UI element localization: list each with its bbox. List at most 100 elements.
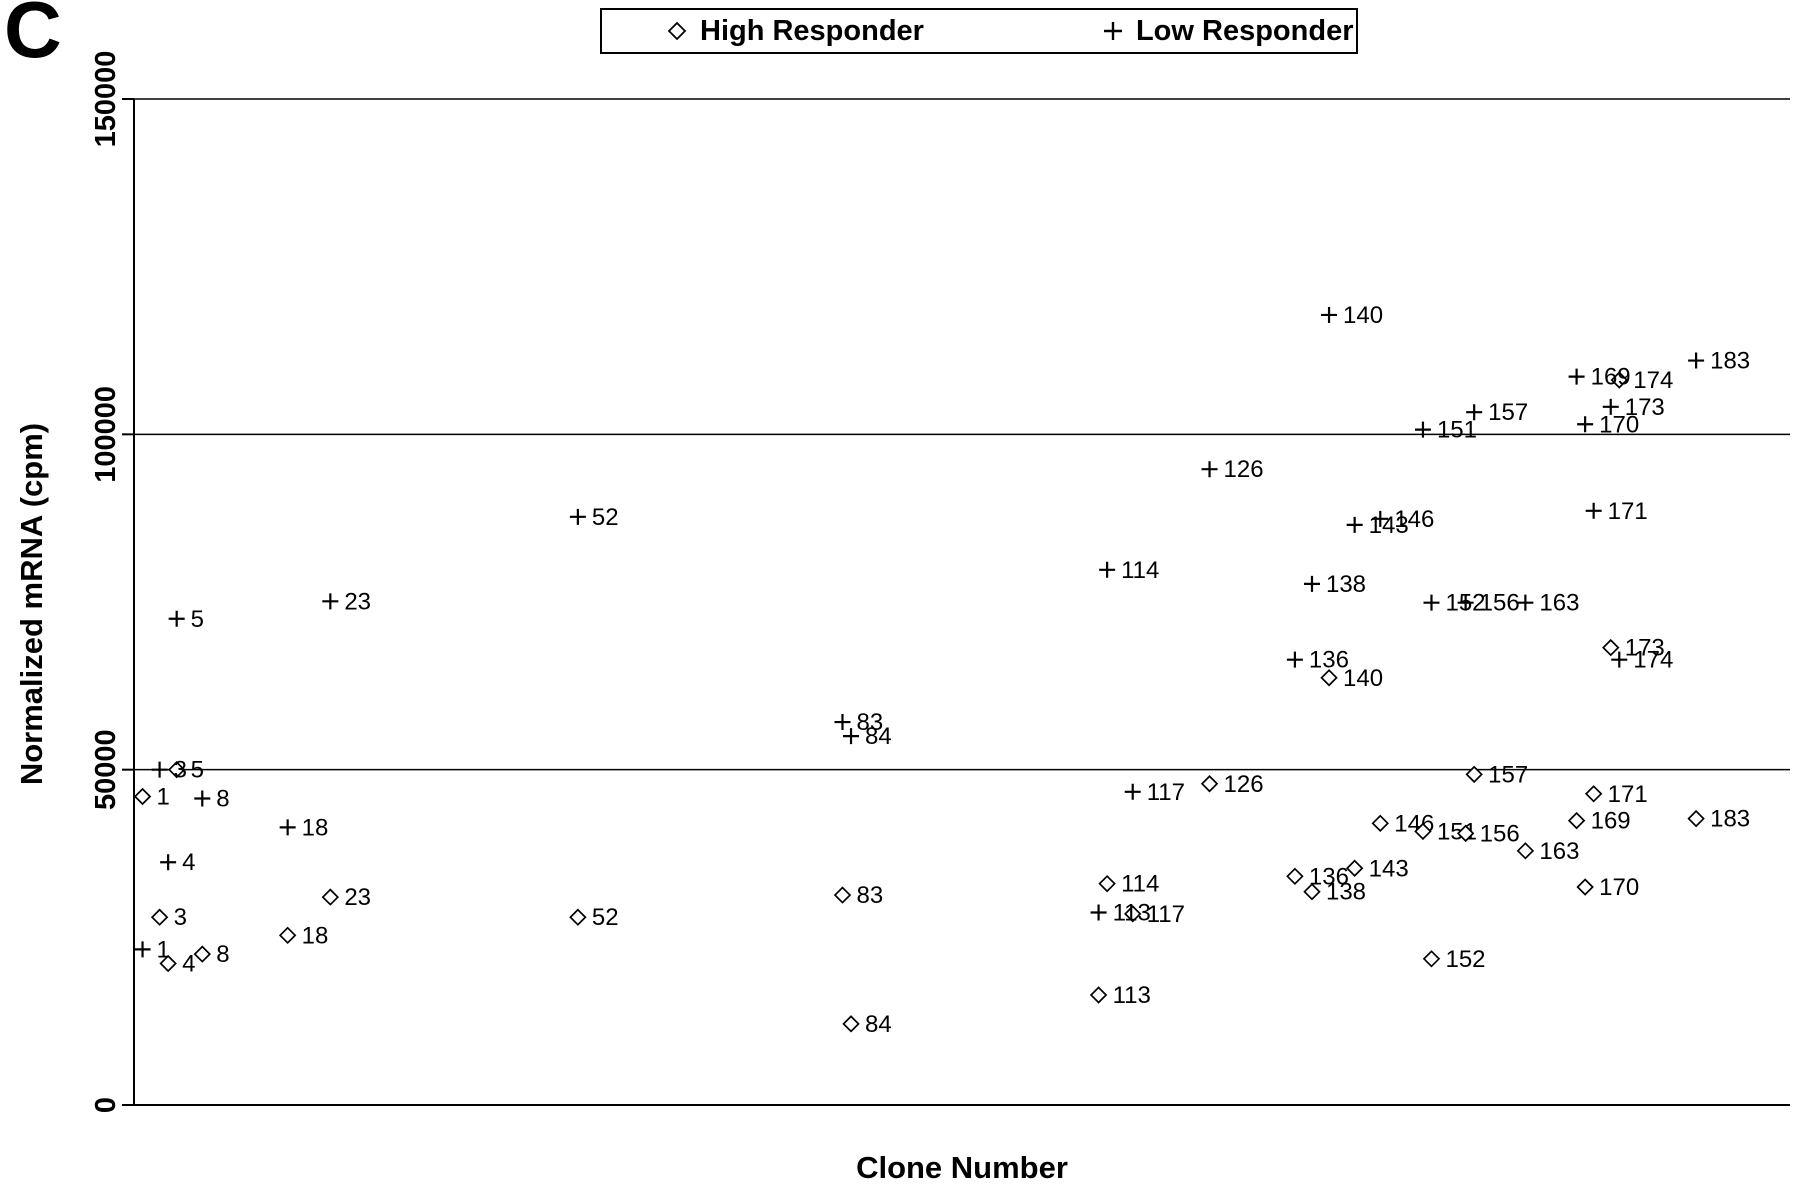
scatter-point-plus (1517, 594, 1534, 611)
scatter-point-diamond (150, 908, 169, 926)
scatter-point-plus (134, 941, 151, 958)
point-label: 173 (1625, 635, 1665, 662)
point-label: 18 (302, 814, 329, 841)
point-label: 126 (1224, 456, 1264, 483)
point-label: 5 (191, 606, 204, 633)
point-label: 170 (1599, 874, 1639, 901)
point-label: 5 (191, 757, 204, 784)
scatter-point-diamond (1465, 765, 1483, 784)
scatter-point-diamond (1320, 669, 1338, 687)
scatter-point-plus (279, 819, 296, 836)
point-label: 183 (1710, 806, 1750, 833)
point-label: 113 (1113, 982, 1151, 1009)
scatter-point-plus (1346, 516, 1363, 533)
scatter-point-diamond (1422, 950, 1441, 968)
scatter-point-diamond (1687, 809, 1705, 828)
point-label: 117 (1147, 779, 1185, 806)
plus-marker-icon (1102, 20, 1124, 42)
point-label: 143 (1369, 855, 1409, 882)
point-label: 140 (1343, 302, 1383, 329)
point-label: 138 (1326, 879, 1366, 906)
point-label: 8 (216, 786, 229, 813)
point-label: 146 (1394, 506, 1434, 533)
scatter-point-diamond (1610, 371, 1628, 389)
point-label: 113 (1113, 900, 1151, 927)
legend-item-high-responder: High Responder (666, 15, 924, 48)
scatter-point-plus (1099, 561, 1116, 578)
point-label: 136 (1309, 863, 1349, 890)
point-label: 52 (592, 904, 619, 931)
point-label: 83 (856, 882, 883, 909)
scatter-point-plus (1457, 594, 1474, 611)
point-label: 151 (1437, 417, 1477, 444)
scatter-point-diamond (278, 926, 297, 945)
legend-item-low-responder: Low Responder (1102, 14, 1354, 48)
point-label: 8 (216, 941, 229, 968)
scatter-point-diamond (321, 888, 340, 906)
point-label: 169 (1591, 364, 1631, 391)
panel-letter: C (4, 0, 62, 74)
scatter-point-diamond (167, 760, 186, 779)
scatter-point-plus (1611, 651, 1628, 668)
point-label: 138 (1326, 571, 1366, 598)
scatter-point-plus (1372, 510, 1389, 527)
scatter-point-plus (1124, 783, 1141, 800)
point-label: 1 (157, 783, 170, 810)
point-label: 23 (344, 884, 371, 911)
scatter-point-diamond (1200, 775, 1219, 793)
point-label: 157 (1488, 399, 1528, 426)
scatter-point-plus (151, 761, 168, 778)
scatter-point-diamond (1345, 859, 1364, 877)
scatter-point-diamond (193, 945, 211, 963)
scatter-point-diamond (842, 1015, 860, 1033)
point-label: 1 (157, 936, 170, 963)
scatter-point-diamond (1584, 785, 1603, 803)
point-label: 4 (182, 849, 195, 876)
scatter-point-plus (1577, 416, 1594, 433)
scatter-point-diamond (1098, 874, 1116, 893)
point-label: 136 (1309, 647, 1349, 674)
scatter-point-plus (160, 854, 177, 871)
scatter-point-plus (843, 728, 860, 745)
scatter-point-diamond (1371, 814, 1389, 833)
scatter-point-diamond (1303, 883, 1321, 901)
point-label: 140 (1343, 665, 1383, 692)
scatter-point-diamond (1576, 878, 1594, 896)
scatter-point-plus (1286, 651, 1303, 668)
point-label: 156 (1480, 590, 1520, 617)
point-label: 117 (1147, 901, 1185, 928)
y-axis-title: Normalized mRNA (cpm) (14, 422, 49, 786)
scatter-point-diamond (1414, 822, 1432, 841)
point-label: 157 (1488, 761, 1528, 788)
scatter-point-plus (322, 593, 339, 610)
scatter-point-diamond (1602, 638, 1620, 657)
scatter-point-diamond (1567, 811, 1586, 830)
scatter-point-diamond (1516, 842, 1535, 860)
scatter-point-plus (1201, 461, 1218, 478)
scatter-point-diamond (569, 908, 587, 926)
scatter-point-plus (1688, 352, 1705, 369)
scatter-point-diamond (1124, 905, 1142, 923)
point-label: 163 (1539, 838, 1579, 865)
scatter-point-plus (194, 790, 211, 807)
point-label: 173 (1625, 394, 1665, 421)
point-label: 163 (1539, 590, 1579, 617)
legend-label-low: Low Responder (1135, 14, 1354, 47)
scatter-point-plus (1568, 368, 1585, 385)
scatter-point-plus (834, 714, 851, 731)
scatter-point-diamond (1286, 867, 1304, 886)
x-axis-title: Clone Number (856, 1150, 1068, 1185)
scatter-point-diamond (159, 954, 177, 973)
point-label: 171 (1608, 498, 1648, 525)
y-tick-label: 0 (90, 1097, 122, 1113)
point-label: 126 (1224, 771, 1264, 798)
point-label: 83 (856, 709, 883, 736)
point-label: 152 (1445, 946, 1485, 973)
diamond-marker-icon (666, 20, 688, 42)
point-label: 18 (302, 922, 329, 949)
point-label: 114 (1121, 557, 1159, 584)
y-tick-label: 150000 (90, 51, 122, 148)
y-tick-label: 50000 (90, 729, 122, 810)
